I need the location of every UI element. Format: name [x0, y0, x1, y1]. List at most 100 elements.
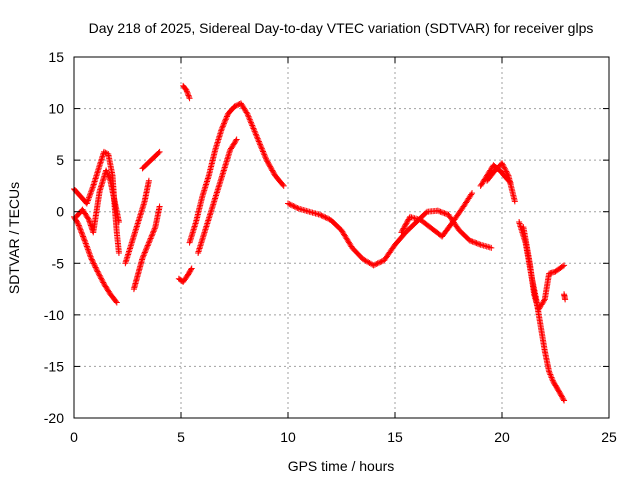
data-point — [156, 203, 163, 210]
trace-marker — [221, 119, 228, 126]
trace-marker — [244, 112, 251, 119]
trace-marker — [500, 162, 507, 169]
trace-marker — [560, 396, 567, 403]
trace-marker — [469, 238, 476, 245]
trace-marker — [291, 203, 298, 210]
trace-marker — [81, 236, 88, 243]
trace-marker — [87, 191, 94, 198]
data-point — [469, 190, 476, 197]
trace-marker — [442, 210, 449, 217]
data-point — [561, 397, 568, 404]
trace-marker — [252, 129, 259, 136]
trace-marker — [222, 117, 229, 124]
data-point — [113, 299, 120, 306]
trace-marker — [147, 236, 154, 243]
trace-marker — [263, 155, 270, 162]
data-point — [115, 219, 122, 226]
trace-marker — [90, 259, 97, 266]
trace-marker — [404, 219, 411, 226]
trace-marker — [375, 259, 382, 266]
trace-marker — [319, 213, 326, 220]
data-point — [554, 386, 561, 393]
series-trace-q-late — [561, 291, 569, 303]
trace-marker — [246, 115, 253, 122]
trace-marker — [93, 265, 100, 272]
trace-marker — [254, 135, 261, 142]
trace-marker — [76, 225, 83, 232]
trace-marker — [248, 119, 255, 126]
trace-marker — [74, 219, 81, 226]
trace-marker — [84, 197, 91, 204]
data-point — [94, 268, 101, 275]
trace-marker — [105, 173, 112, 180]
trace-marker — [559, 394, 566, 401]
trace-marker — [95, 271, 102, 278]
trace-marker — [287, 201, 294, 208]
trace-marker — [549, 375, 556, 382]
series-trace-n-evening — [484, 160, 518, 205]
x-tick-label: 0 — [70, 429, 78, 445]
trace-marker — [77, 227, 84, 234]
data-point — [100, 148, 107, 155]
trace-marker — [82, 240, 89, 247]
data-point — [139, 255, 146, 262]
trace-marker — [258, 144, 265, 151]
trace-marker — [102, 149, 109, 156]
series-trace-g-spike — [180, 82, 193, 102]
y-tick-label: 10 — [48, 101, 64, 117]
trace-marker — [555, 387, 562, 394]
trace-marker — [255, 137, 262, 144]
data-point — [280, 182, 287, 189]
trace-marker — [146, 238, 153, 245]
trace-marker — [148, 232, 155, 239]
trace-marker — [91, 263, 98, 270]
trace-marker — [83, 243, 90, 250]
trace-marker — [85, 194, 92, 201]
trace-marker — [80, 234, 87, 241]
trace-marker — [437, 208, 444, 215]
y-tick-label: 5 — [56, 152, 64, 168]
data-point — [562, 296, 569, 303]
trace-marker — [253, 132, 260, 139]
trace-marker — [257, 142, 264, 149]
trace-marker — [549, 377, 556, 384]
data-point — [546, 368, 553, 375]
trace-marker — [88, 187, 95, 194]
series-trace-p-fall — [520, 224, 568, 313]
trace-marker — [266, 162, 273, 169]
trace-marker — [247, 118, 254, 125]
trace-marker — [97, 274, 104, 281]
trace-marker — [222, 116, 229, 123]
trace-marker — [232, 102, 239, 109]
data-markers — [71, 82, 569, 404]
data-point — [488, 244, 495, 251]
trace-marker — [293, 204, 300, 211]
data-point — [103, 167, 110, 174]
trace-marker — [261, 151, 268, 158]
trace-marker — [104, 171, 111, 178]
trace-marker — [220, 121, 227, 128]
trace-marker — [503, 169, 510, 176]
trace-marker — [262, 154, 269, 161]
trace-marker — [84, 244, 91, 251]
trace-marker — [374, 260, 381, 267]
trace-marker — [185, 92, 192, 99]
trace-marker — [265, 161, 272, 168]
trace-marker — [321, 213, 328, 220]
trace-marker — [270, 170, 277, 177]
data-point — [88, 255, 95, 262]
trace-marker — [499, 161, 506, 168]
trace-marker — [246, 116, 253, 123]
series-trace-o-fall — [516, 219, 568, 404]
trace-marker — [150, 228, 157, 235]
x-tick-label: 15 — [387, 429, 403, 445]
trace-marker — [261, 152, 268, 159]
series-trace-j-rise — [195, 136, 240, 256]
trace-marker — [259, 147, 266, 154]
trace-marker — [440, 209, 447, 216]
trace-marker — [85, 247, 92, 254]
trace-marker — [248, 121, 255, 128]
trace-marker — [373, 261, 380, 268]
trace-marker — [250, 125, 257, 132]
trace-marker — [79, 230, 86, 237]
